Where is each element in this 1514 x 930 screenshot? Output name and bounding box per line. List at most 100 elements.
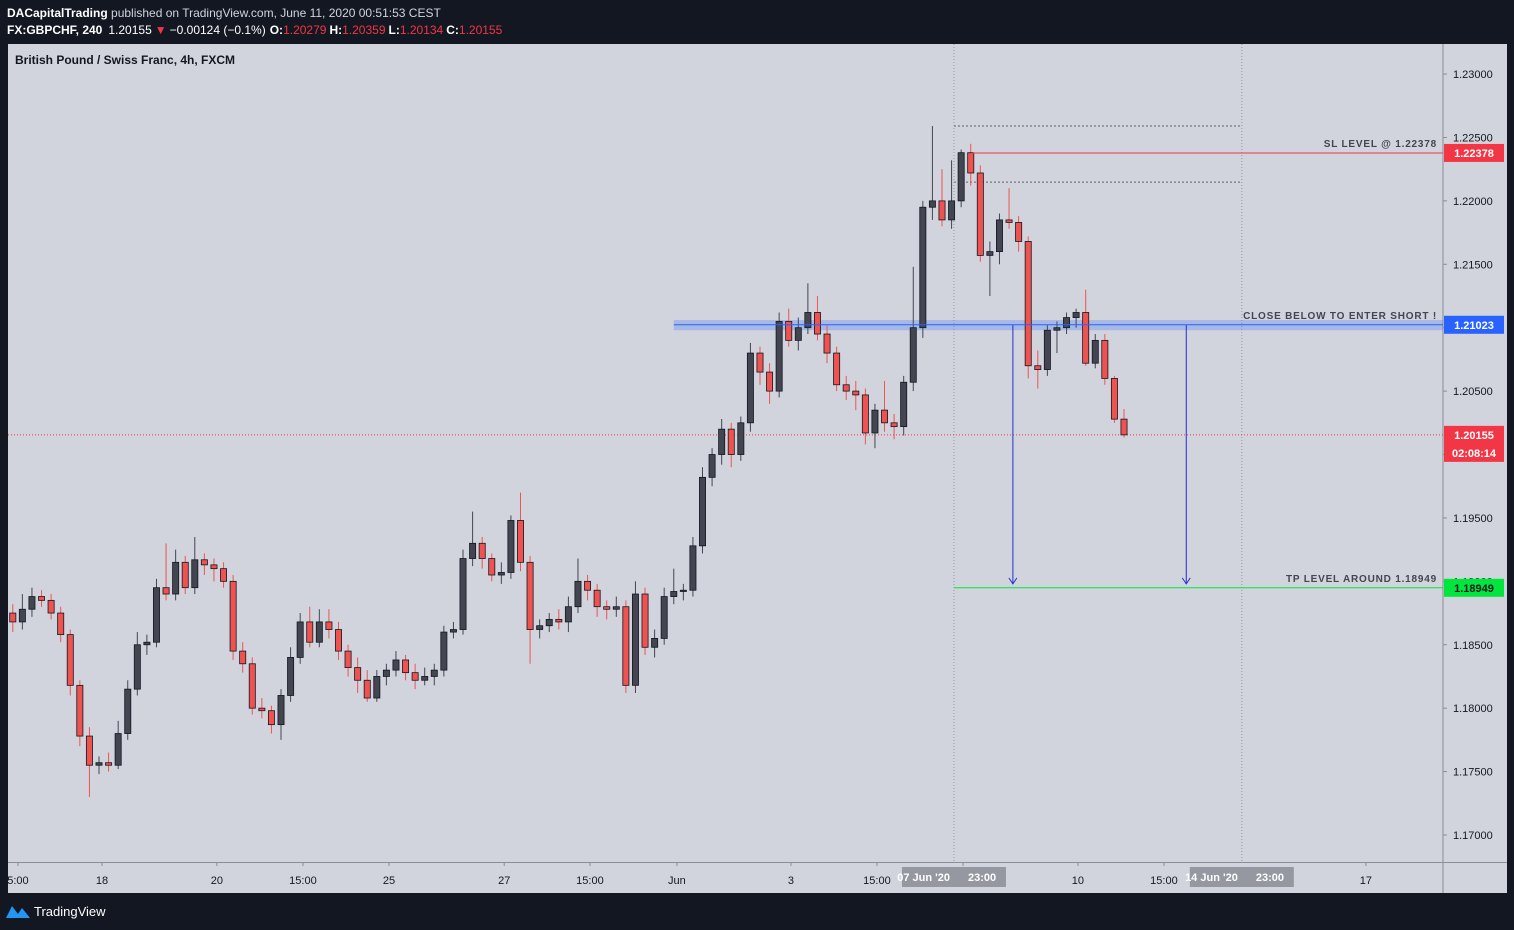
candle-body [593,589,601,608]
candle-body [670,591,678,597]
candle-body [641,593,649,648]
candle-body [95,762,103,766]
y-tick-label: 1.23000 [1453,69,1493,81]
entry-tag [1444,315,1504,334]
candle-body [631,593,639,686]
candle-body [871,409,879,434]
countdown: 02:08:14 [1452,448,1497,460]
candle-body [813,312,821,335]
candle-body [66,634,74,686]
time-marker-date: 07 Jun '20 [897,872,950,884]
candle-body [306,621,314,643]
candle-body [718,428,726,455]
price-axis [1443,44,1507,893]
candle-body [928,200,936,208]
ohlc-value: 1.20279 [283,23,327,37]
candle-body [919,206,927,329]
candle-body [507,520,515,573]
candle-body [172,561,180,595]
candle-body [105,762,113,766]
candle-body [545,618,553,627]
candle-body [727,428,735,455]
candle-body [411,672,419,681]
candle-body [1053,327,1061,331]
candle-body [373,676,381,699]
candle-body [402,659,410,674]
candle-body [1063,317,1070,329]
tv-logo [6,906,30,918]
candle-body [603,606,611,610]
candle-body [1120,418,1128,436]
x-tick-label: 5:00 [7,875,28,887]
candle-body [315,621,323,643]
y-tick-label: 1.18500 [1453,640,1493,652]
x-tick-label: Jun [668,875,686,887]
candle-body [440,631,448,671]
candle-body [689,545,697,591]
sl-label: SL LEVEL @ 1.22378 [1324,139,1437,150]
x-tick-label: 15:00 [1150,875,1178,887]
candle-body [287,657,295,696]
candle-body [459,558,467,630]
candle-body [699,476,706,547]
candle-body [478,542,486,559]
candle-body [708,454,716,478]
candle-body [38,596,45,601]
ohlc-label: H: [329,23,342,37]
candle-body [239,650,247,665]
candle-body [220,568,228,582]
candle-body [488,558,496,576]
tp-label: TP LEVEL AROUND 1.18949 [1286,574,1437,585]
y-tick-label: 1.22000 [1453,196,1493,208]
header-line-1: DACapitalTrading published on TradingVie… [7,6,441,20]
x-tick-label: 25 [383,875,395,887]
candle-body [564,606,572,623]
y-tick-label: 1.19500 [1453,513,1493,525]
brand: TradingView [34,904,106,919]
candle-body [890,422,898,428]
candle-body [9,612,17,623]
candle-body [804,312,812,329]
candle-body [938,200,946,221]
candle-body [555,618,563,623]
candle-body [497,572,505,576]
candle-body [900,381,908,428]
arrow-head [1008,577,1018,585]
x-tick-label: 15:00 [576,875,604,887]
candle-body [153,587,160,643]
ohlc-label: C: [446,23,459,37]
plot-area [8,44,1443,862]
candle-body [957,152,965,202]
candle-body [277,695,285,726]
candle-body [344,650,352,668]
candle-body [526,561,534,630]
last-price-tag-text: 1.20155 [1454,430,1494,442]
candle-body [57,612,65,636]
candle-body [143,641,151,646]
candle-body [210,564,218,570]
candle-body [1024,241,1032,367]
candle-body [1072,312,1080,318]
candle-body [430,669,438,677]
candle-body [1110,378,1118,420]
time-marker-date: 14 Jun '20 [1185,872,1238,884]
logo-icon [6,906,30,918]
candle-body [833,352,841,386]
x-tick-label: 20 [211,875,223,887]
candle-body [756,352,764,373]
candle-body [248,663,256,709]
candle-body [76,684,84,737]
candle-body [1101,339,1109,379]
candle-body [421,676,429,681]
y-tick-label: 1.20500 [1453,386,1493,398]
x-tick-label: 17 [1360,875,1372,887]
x-tick-label: 3 [788,875,794,887]
candle-body [18,608,26,623]
candle-body [124,688,132,734]
candle-body [1082,312,1090,364]
candle-body [746,352,754,424]
candle-body [47,599,55,614]
y-tick-label: 1.22500 [1453,132,1493,144]
